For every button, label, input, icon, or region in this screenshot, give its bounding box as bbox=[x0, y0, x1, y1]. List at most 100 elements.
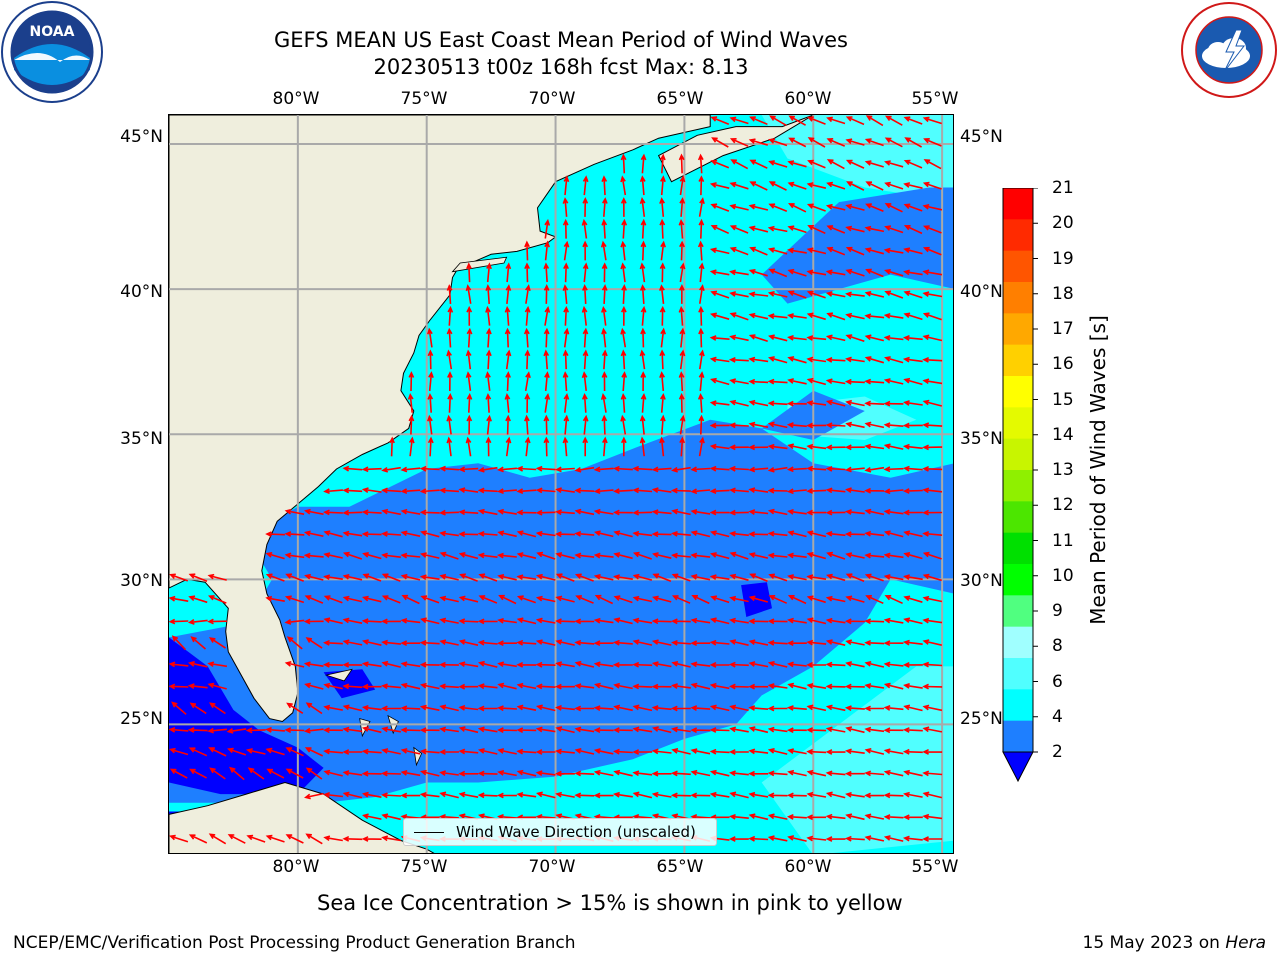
wave-direction-arrow bbox=[730, 159, 749, 170]
wave-direction-arrow bbox=[304, 792, 324, 800]
wave-direction-arrow bbox=[699, 349, 705, 370]
wave-direction-arrow bbox=[505, 349, 512, 370]
wave-direction-arrow bbox=[864, 138, 884, 147]
colorbar-tick-label: 11 bbox=[1052, 530, 1074, 551]
wave-direction-arrow bbox=[788, 203, 807, 213]
wave-direction-arrow bbox=[806, 312, 826, 321]
period-2-4-region bbox=[169, 419, 953, 806]
wave-direction-arrow bbox=[826, 181, 846, 190]
wave-direction-arrow bbox=[582, 327, 589, 348]
wave-direction-arrow bbox=[285, 747, 304, 757]
wave-direction-arrow bbox=[535, 770, 556, 776]
wave-direction-arrow bbox=[690, 748, 711, 755]
wave-direction-arrow bbox=[575, 595, 594, 604]
colorbar-segment bbox=[1003, 658, 1033, 690]
wave-direction-arrow bbox=[767, 726, 788, 733]
wave-direction-arrow bbox=[922, 487, 943, 494]
wave-direction-arrow bbox=[600, 240, 607, 261]
lat-tick-right: 25°N bbox=[960, 709, 1003, 729]
wave-direction-arrow bbox=[864, 573, 884, 582]
wave-direction-arrow bbox=[593, 617, 614, 624]
wave-direction-arrow bbox=[563, 175, 570, 196]
wave-direction-arrow bbox=[787, 617, 807, 624]
wave-direction-arrow bbox=[659, 349, 666, 370]
wave-direction-arrow bbox=[709, 509, 730, 516]
wave-direction-arrow bbox=[621, 284, 627, 304]
wave-direction-arrow bbox=[400, 705, 421, 712]
wave-direction-arrow bbox=[729, 726, 749, 733]
wave-direction-arrow bbox=[678, 218, 685, 239]
wave-direction-arrow bbox=[621, 371, 628, 392]
wave-direction-arrow bbox=[884, 225, 904, 234]
wave-direction-arrow bbox=[787, 335, 807, 341]
wave-direction-arrow bbox=[535, 617, 556, 624]
wave-direction-arrow bbox=[342, 530, 363, 537]
wave-direction-arrow bbox=[304, 573, 324, 581]
wave-direction-arrow bbox=[639, 284, 646, 304]
land-bahamas-island bbox=[413, 746, 423, 767]
wave-direction-arrow bbox=[381, 595, 401, 604]
wave-direction-arrow bbox=[903, 552, 923, 560]
wave-direction-arrow bbox=[902, 748, 923, 755]
wave-direction-arrow bbox=[748, 378, 769, 385]
wave-direction-arrow bbox=[381, 618, 401, 625]
wave-direction-arrow bbox=[748, 748, 769, 755]
wave-direction-arrow bbox=[419, 792, 440, 798]
land-bahamas-island bbox=[324, 668, 353, 682]
wave-direction-arrow bbox=[419, 769, 440, 777]
wave-direction-arrow bbox=[342, 835, 363, 842]
wave-direction-arrow bbox=[806, 400, 827, 406]
wave-direction-arrow bbox=[439, 726, 459, 733]
wave-direction-arrow bbox=[640, 392, 647, 413]
wave-direction-arrow bbox=[883, 509, 904, 515]
wave-direction-arrow bbox=[342, 595, 363, 603]
wave-direction-arrow bbox=[632, 509, 653, 516]
wave-direction-arrow bbox=[728, 661, 749, 668]
wave-direction-arrow bbox=[709, 704, 730, 712]
wave-direction-arrow bbox=[826, 312, 846, 321]
lon-tick-bottom: 70°W bbox=[528, 857, 576, 877]
wave-direction-arrow bbox=[284, 552, 305, 559]
wave-direction-arrow bbox=[632, 465, 653, 472]
period-6-8-region bbox=[761, 115, 953, 202]
lon-tick-bottom: 80°W bbox=[272, 857, 320, 877]
map-panel[interactable] bbox=[168, 114, 954, 854]
wave-direction-arrow bbox=[709, 356, 730, 363]
wave-direction-arrow bbox=[574, 487, 595, 494]
wave-direction-arrow bbox=[922, 225, 942, 234]
wave-direction-arrow bbox=[486, 414, 492, 435]
wave-direction-arrow bbox=[477, 487, 498, 494]
noaa-logo-text: NOAA bbox=[30, 24, 75, 40]
wave-direction-arrow bbox=[883, 488, 904, 495]
wave-direction-arrow bbox=[698, 197, 705, 217]
land-cuba bbox=[169, 781, 435, 853]
wave-direction-arrow bbox=[516, 574, 537, 581]
colorbar-segment bbox=[1003, 407, 1033, 440]
wave-direction-arrow bbox=[574, 705, 595, 712]
lat-tick-right: 40°N bbox=[960, 282, 1003, 302]
wave-direction-arrow bbox=[922, 269, 943, 276]
wave-direction-arrow bbox=[265, 595, 285, 602]
wave-direction-arrow bbox=[786, 488, 807, 495]
wave-direction-arrow bbox=[477, 531, 498, 537]
wave-direction-arrow bbox=[189, 702, 207, 715]
wave-direction-arrow bbox=[361, 836, 382, 842]
wave-direction-arrow bbox=[864, 421, 885, 429]
wave-direction-arrow bbox=[613, 488, 633, 494]
colorbar-segment bbox=[1003, 219, 1033, 252]
wave-direction-arrow bbox=[447, 371, 453, 392]
wave-direction-arrow bbox=[640, 218, 647, 239]
wave-direction-arrow bbox=[207, 618, 228, 625]
wave-direction-arrow bbox=[582, 175, 589, 196]
wave-direction-arrow bbox=[419, 465, 440, 472]
wave-direction-arrow bbox=[922, 770, 943, 777]
wave-direction-arrow bbox=[864, 683, 885, 689]
wave-direction-arrow bbox=[544, 218, 551, 239]
wave-direction-arrow bbox=[361, 661, 382, 668]
wave-direction-arrow bbox=[651, 487, 672, 493]
wave-direction-arrow bbox=[651, 639, 672, 646]
wave-direction-arrow bbox=[864, 748, 885, 755]
wave-direction-arrow bbox=[632, 791, 653, 799]
wave-direction-arrow bbox=[265, 747, 285, 756]
wave-direction-arrow bbox=[690, 727, 711, 734]
